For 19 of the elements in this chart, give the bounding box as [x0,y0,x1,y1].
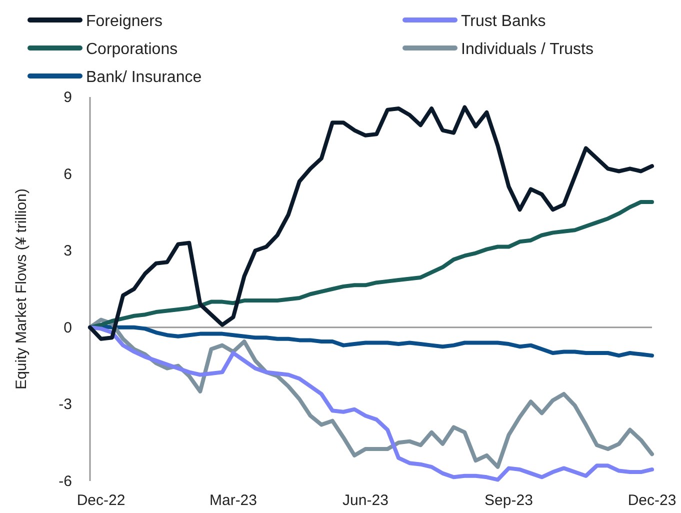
y-tick-label: -3 [58,396,72,414]
y-tick-label: 9 [64,89,72,106]
legend-label: Corporations [86,41,178,58]
x-tick-label: Mar-23 [209,492,258,509]
x-tick-label: Dec-22 [76,492,126,509]
x-tick-label: Sep-23 [484,492,533,509]
legend-label: Bank/ Insurance [86,69,202,86]
line-series [88,200,654,330]
x-tick-label: Dec-23 [628,492,676,509]
y-tick-label: 3 [64,242,72,260]
x-tick-label: Jun-23 [342,492,388,509]
legend-label: Trust Banks [461,13,546,30]
y-tick-label: 6 [64,166,72,183]
y-axis-title: Equity Market Flows (¥ trillion) [13,188,30,390]
y-tick-label: 0 [64,319,72,336]
legend-label: Individuals / Trusts [461,41,594,58]
line-series [88,105,654,341]
legend-label: Foreigners [86,13,162,30]
y-tick-label: -6 [58,473,72,490]
